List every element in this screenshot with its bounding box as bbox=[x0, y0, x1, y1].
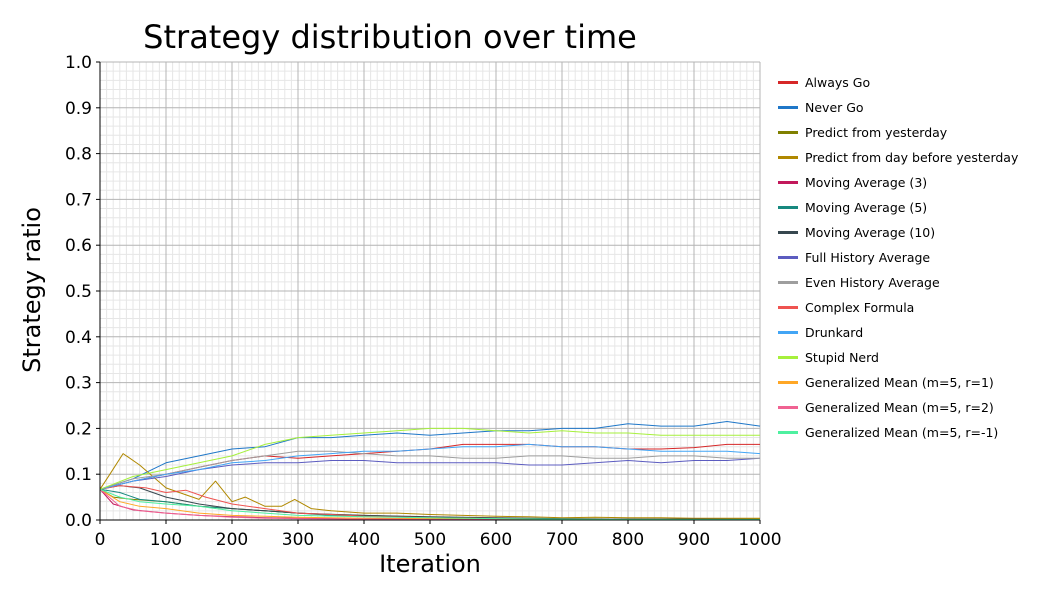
series-line-12 bbox=[99, 427, 760, 490]
series-line-4 bbox=[99, 453, 760, 519]
legend-label: Even History Average bbox=[805, 275, 940, 290]
chart-title: Strategy distribution over time bbox=[143, 18, 637, 56]
x-tick-label: 700 bbox=[546, 530, 578, 550]
x-tick-label: 100 bbox=[150, 530, 182, 550]
legend-label: Moving Average (10) bbox=[805, 225, 936, 240]
legend-swatch bbox=[778, 181, 798, 184]
legend-item: Drunkard bbox=[778, 320, 1018, 345]
series-line-2 bbox=[99, 421, 761, 490]
legend-swatch bbox=[778, 281, 798, 284]
legend-item: Generalized Mean (m=5, r=2) bbox=[778, 395, 1018, 420]
y-tick-label: 0.9 bbox=[65, 99, 92, 119]
legend-label: Generalized Mean (m=5, r=2) bbox=[805, 400, 994, 415]
legend-item: Even History Average bbox=[778, 270, 1018, 295]
legend-label: Always Go bbox=[805, 75, 871, 90]
x-tick-label: 500 bbox=[414, 530, 446, 550]
x-tick-label: 600 bbox=[480, 530, 512, 550]
series-line-11 bbox=[99, 443, 761, 490]
legend-swatch bbox=[778, 256, 798, 259]
legend-item: Stupid Nerd bbox=[778, 345, 1018, 370]
legend-item: Generalized Mean (m=5, r=1) bbox=[778, 370, 1018, 395]
x-tick-label: 800 bbox=[612, 530, 644, 550]
y-tick-label: 0.8 bbox=[65, 145, 92, 165]
legend-swatch bbox=[778, 231, 798, 234]
legend-label: Never Go bbox=[805, 100, 864, 115]
legend-swatch bbox=[778, 306, 798, 309]
x-tick-label: 400 bbox=[348, 530, 380, 550]
legend-swatch bbox=[778, 356, 798, 359]
legend-item: Moving Average (10) bbox=[778, 220, 1018, 245]
y-tick-label: 0.1 bbox=[65, 465, 92, 485]
legend-swatch bbox=[778, 106, 798, 109]
legend-label: Drunkard bbox=[805, 325, 864, 340]
x-tick-label: 200 bbox=[216, 530, 248, 550]
legend-swatch bbox=[778, 206, 798, 209]
y-tick-label: 0.2 bbox=[65, 419, 92, 439]
series-line-8 bbox=[99, 457, 761, 490]
legend-label: Predict from day before yesterday bbox=[805, 150, 1019, 165]
legend-label: Predict from yesterday bbox=[805, 125, 948, 140]
legend-item: Always Go bbox=[778, 70, 1018, 95]
legend-swatch bbox=[778, 406, 798, 409]
legend-label: Moving Average (5) bbox=[805, 200, 928, 215]
y-tick-labels: 0.0 0.1 0.2 0.3 0.4 0.5 0.6 0.7 0.8 0.9 1.0 bbox=[65, 53, 100, 531]
x-tick-label: 900 bbox=[678, 530, 710, 550]
y-tick-label: 0.5 bbox=[65, 282, 92, 302]
legend-label: Full History Average bbox=[805, 250, 931, 265]
series-line-9 bbox=[99, 450, 760, 490]
series-line-15 bbox=[99, 488, 760, 520]
legend-item: Predict from yesterday bbox=[778, 120, 1018, 145]
legend-label: Moving Average (3) bbox=[805, 175, 928, 190]
legend-swatch bbox=[778, 81, 798, 84]
legend-swatch bbox=[778, 131, 798, 134]
legend-label: Generalized Mean (m=5, r=1) bbox=[805, 375, 994, 390]
y-tick-label: 1.0 bbox=[65, 53, 92, 73]
legend-item: Full History Average bbox=[778, 245, 1018, 270]
y-tick-label: 0.4 bbox=[65, 328, 92, 348]
y-tick-label: 0.6 bbox=[65, 236, 92, 256]
series-lines bbox=[99, 421, 761, 521]
legend-item: Predict from day before yesterday bbox=[778, 145, 1018, 170]
x-tick-label: 300 bbox=[282, 530, 314, 550]
legend-label: Complex Formula bbox=[805, 300, 915, 315]
y-axis-label: Strategy ratio bbox=[18, 207, 46, 373]
legend-swatch bbox=[778, 156, 798, 159]
legend-swatch bbox=[778, 331, 798, 334]
legend-label: Generalized Mean (m=5, r=-1) bbox=[805, 425, 999, 440]
legend-item: Never Go bbox=[778, 95, 1018, 120]
x-axis-label: Iteration bbox=[379, 550, 481, 578]
x-tick-label: 0 bbox=[95, 530, 106, 550]
x-tick-labels: 0 100 200 300 400 500 600 700 800 900 1000 bbox=[95, 520, 782, 550]
legend-item: Complex Formula bbox=[778, 295, 1018, 320]
legend-item: Generalized Mean (m=5, r=-1) bbox=[778, 420, 1018, 445]
legend-swatch bbox=[778, 431, 798, 434]
legend-swatch bbox=[778, 381, 798, 384]
legend-item: Moving Average (5) bbox=[778, 195, 1018, 220]
legend-label: Stupid Nerd bbox=[805, 350, 879, 365]
y-tick-label: 0.3 bbox=[65, 374, 92, 394]
legend-item: Moving Average (3) bbox=[778, 170, 1018, 195]
y-tick-label: 0.7 bbox=[65, 190, 92, 210]
x-tick-label: 1000 bbox=[738, 530, 781, 550]
legend: Always Go Never Go Predict from yesterday P… bbox=[778, 70, 1018, 445]
y-tick-label: 0.0 bbox=[65, 511, 92, 531]
